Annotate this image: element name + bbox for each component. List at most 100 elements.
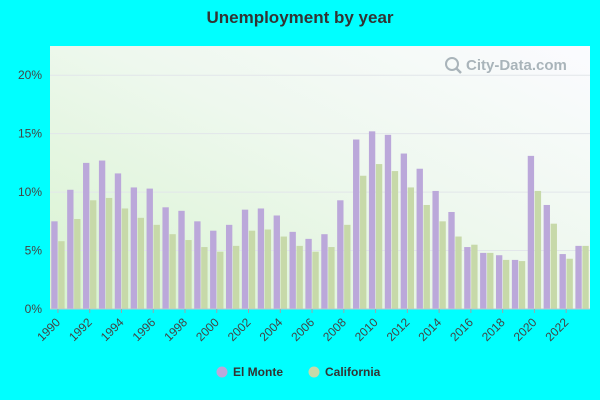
x-tick-label: 2018 (479, 315, 508, 344)
watermark: City-Data.com (445, 57, 567, 74)
bar-california-2019 (518, 261, 526, 309)
bar-california-2000 (217, 251, 224, 309)
bar-el-monte-2021 (543, 204, 550, 309)
bar-el-monte-2010 (368, 131, 376, 309)
x-tick-label: 2008 (320, 315, 349, 344)
x-tick-label: 2006 (288, 315, 317, 344)
x-tick-label: 1990 (34, 315, 63, 344)
x-tick-label: 2002 (225, 315, 254, 344)
legend: El Monte California (216, 365, 381, 379)
x-tick-label: 1994 (98, 315, 127, 344)
bar-california-1998 (185, 240, 192, 309)
x-tick-label: 2010 (352, 315, 381, 344)
bar-el-monte-1995 (130, 187, 138, 309)
bar-california-2016 (471, 244, 478, 309)
bar-california-2005 (296, 245, 303, 309)
bar-el-monte-2020 (527, 155, 535, 309)
bar-el-monte-2014 (432, 190, 439, 309)
x-tick-label: 2020 (511, 315, 540, 344)
y-tick-label: 0% (25, 302, 43, 316)
bar-california-2018 (502, 259, 510, 309)
bar-el-monte-1999 (194, 221, 201, 309)
bar-california-2001 (232, 245, 240, 309)
bar-california-1996 (153, 224, 160, 309)
x-tick-label: 2004 (257, 315, 286, 344)
bar-el-monte-2022 (559, 254, 566, 309)
bar-california-2021 (550, 223, 557, 309)
bar-california-2015 (455, 236, 462, 309)
bar-el-monte-2011 (384, 134, 392, 309)
bar-california-2013 (423, 204, 430, 309)
bar-el-monte-1998 (178, 210, 185, 309)
bar-california-2006 (312, 251, 319, 309)
bar-el-monte-2019 (511, 259, 519, 309)
bar-el-monte-2007 (321, 234, 328, 309)
chart-title: Unemployment by year (206, 8, 394, 27)
bar-el-monte-2017 (480, 252, 487, 309)
bar-el-monte-1990 (51, 221, 58, 309)
bar-el-monte-2005 (289, 231, 296, 309)
bar-california-1997 (169, 234, 176, 309)
bar-california-2022 (566, 258, 573, 309)
bar-el-monte-2018 (495, 255, 503, 309)
x-tick-label: 2000 (193, 315, 222, 344)
bar-el-monte-2003 (257, 208, 265, 309)
bar-california-2007 (328, 247, 335, 309)
bar-california-2004 (280, 236, 287, 309)
magnifier-icon (445, 57, 462, 74)
y-tick-label: 20% (18, 68, 42, 82)
bar-california-2023 (582, 245, 589, 309)
bar-california-1995 (137, 217, 145, 309)
bar-california-2002 (248, 230, 256, 309)
bar-el-monte-2008 (337, 200, 344, 309)
bar-el-monte-2001 (225, 224, 233, 309)
x-axis: 1990 1992 1994 1996 1998 2000 2002 2004 2006 2008… (34, 308, 590, 344)
bar-el-monte-2009 (353, 139, 360, 309)
bar-el-monte-2004 (273, 215, 280, 309)
bar-el-monte-1992 (83, 162, 90, 309)
bar-el-monte-2023 (575, 245, 582, 309)
bar-california-2017 (487, 252, 494, 309)
bar-california-2008 (344, 224, 351, 309)
x-tick-label: 1998 (161, 315, 190, 344)
x-tick-label: 2014 (415, 315, 444, 344)
bar-california-1999 (201, 247, 208, 309)
bar-el-monte-2015 (448, 211, 455, 309)
bar-el-monte-1994 (114, 173, 122, 309)
bar-california-1993 (105, 197, 113, 309)
bar-el-monte-2016 (464, 247, 471, 309)
legend-label-el-monte: El Monte (233, 365, 283, 379)
bar-el-monte-1991 (67, 189, 74, 309)
legend-swatch-el-monte (216, 366, 228, 378)
x-tick-label: 2012 (384, 315, 413, 344)
watermark-text: City-Data.com (466, 57, 567, 74)
bar-el-monte-1997 (162, 207, 169, 309)
y-tick-label: 5% (25, 244, 43, 258)
bar-california-1991 (74, 218, 81, 309)
bar-el-monte-2000 (210, 230, 217, 309)
x-tick-label: 2022 (543, 315, 572, 344)
bar-california-2010 (375, 164, 383, 309)
x-tick-label: 1992 (66, 315, 95, 344)
y-axis: 0% 5% 10% 15% 20% (18, 68, 42, 316)
bar-el-monte-2013 (416, 168, 423, 309)
bar-california-2011 (391, 171, 399, 309)
bar-el-monte-1996 (146, 188, 153, 309)
x-tick-label: 2016 (447, 315, 476, 344)
legend-swatch-california (308, 366, 320, 378)
bar-california-1992 (90, 200, 97, 309)
bar-el-monte-2012 (400, 153, 408, 309)
bar-el-monte-1993 (98, 160, 106, 309)
legend-label-california: California (325, 365, 381, 379)
bar-california-2003 (264, 229, 272, 309)
bar-california-1990 (58, 241, 65, 309)
bar-california-2009 (360, 175, 367, 309)
y-tick-label: 10% (18, 185, 42, 199)
bar-california-2012 (407, 187, 415, 309)
bar-california-1994 (121, 208, 129, 309)
bar-california-2014 (439, 221, 446, 309)
bars (51, 131, 589, 309)
bar-el-monte-2006 (305, 238, 312, 309)
bar-el-monte-2002 (241, 209, 249, 309)
